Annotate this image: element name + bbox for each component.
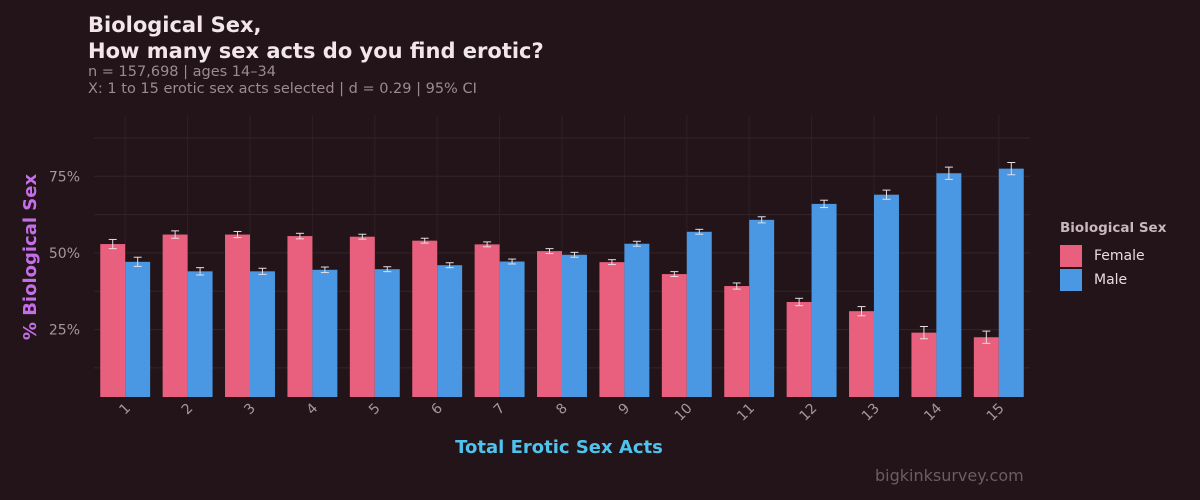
- x-tick-label: 13: [859, 401, 883, 425]
- bar-female-8: [537, 251, 562, 397]
- x-tick-label: 14: [921, 400, 945, 424]
- x-tick-label: 12: [797, 401, 821, 425]
- legend-swatch-female: [1060, 245, 1082, 267]
- error-bar-male-10: [695, 228, 704, 235]
- legend-label-female: Female: [1094, 248, 1145, 264]
- legend-swatch-male: [1060, 269, 1082, 291]
- x-tick-label: 8: [553, 401, 571, 419]
- bar-male-14: [936, 173, 962, 397]
- legend-item-male: Male: [1060, 268, 1166, 292]
- bar-female-14: [911, 332, 937, 397]
- legend: Biological Sex Female Male: [1060, 220, 1166, 292]
- bar-female-3: [225, 234, 250, 397]
- bar-male-13: [874, 194, 899, 397]
- bars: [100, 168, 1024, 397]
- error-bar-male-8: [570, 251, 579, 258]
- x-tick-label: 3: [241, 401, 259, 419]
- error-bar-female-4: [295, 232, 304, 240]
- chart-title-line2: How many sex acts do you find erotic?: [88, 39, 544, 63]
- error-bar-female-5: [358, 233, 367, 240]
- error-bar-female-8: [545, 248, 554, 255]
- error-bar-male-13: [882, 189, 891, 200]
- bar-male-4: [312, 269, 338, 397]
- subtitle-line2: X: 1 to 15 erotic sex acts selected | d …: [88, 81, 477, 97]
- error-bar-female-7: [483, 241, 492, 248]
- error-bar-female-6: [420, 237, 429, 244]
- error-bar-male-6: [445, 262, 454, 269]
- bar-female-4: [287, 236, 313, 397]
- x-tick-label: 2: [179, 401, 197, 419]
- x-tick-label: 11: [734, 401, 758, 425]
- y-tick-label: 50%: [49, 246, 80, 262]
- error-bar-female-3: [233, 230, 242, 239]
- error-bars: [108, 162, 1016, 344]
- error-bar-female-14: [919, 326, 928, 340]
- bar-female-5: [349, 236, 375, 397]
- error-bar-male-15: [1007, 162, 1016, 176]
- error-bar-male-4: [320, 266, 329, 274]
- bar-female-12: [786, 301, 812, 397]
- bar-male-1: [125, 261, 151, 397]
- bar-female-7: [474, 244, 500, 397]
- error-bar-female-12: [795, 297, 804, 307]
- error-bar-male-1: [133, 256, 142, 267]
- x-tick-label: 6: [428, 400, 446, 418]
- x-tick-label: 1: [116, 401, 134, 419]
- y-tick-label: 25%: [49, 323, 80, 339]
- x-tick-label: 15: [984, 401, 1008, 425]
- error-bar-female-15: [982, 330, 991, 344]
- error-bar-female-11: [732, 282, 741, 290]
- y-tick-label: 75%: [49, 169, 80, 185]
- bar-male-7: [499, 261, 525, 397]
- bar-female-15: [973, 337, 999, 397]
- bar-female-11: [724, 286, 750, 397]
- x-tick-label: 4: [304, 400, 322, 418]
- error-bar-female-10: [670, 271, 679, 278]
- legend-label-male: Male: [1094, 272, 1128, 288]
- error-bar-male-2: [196, 267, 205, 276]
- bar-female-6: [412, 240, 438, 397]
- error-bar-male-7: [508, 258, 517, 265]
- x-tick-label: 10: [672, 401, 696, 425]
- error-bar-female-9: [607, 259, 616, 266]
- bar-male-3: [250, 271, 275, 397]
- bar-male-2: [187, 271, 213, 397]
- error-bar-male-5: [383, 266, 392, 273]
- bar-male-11: [749, 219, 775, 397]
- error-bar-male-12: [820, 199, 829, 209]
- bar-male-10: [686, 231, 712, 397]
- error-bar-female-2: [171, 230, 180, 239]
- bar-female-9: [599, 262, 625, 397]
- subtitle-line1: n = 157,698 | ages 14–34: [88, 64, 276, 80]
- error-bar-female-1: [108, 238, 117, 250]
- legend-title: Biological Sex: [1060, 220, 1167, 236]
- bar-female-2: [162, 234, 188, 397]
- bar-female-10: [661, 274, 687, 397]
- bar-female-1: [100, 244, 126, 397]
- error-bar-male-11: [757, 216, 766, 224]
- chart-title-line1: Biological Sex,: [88, 13, 262, 37]
- chart-title: Biological Sex, How many sex acts do you…: [88, 12, 544, 64]
- x-tick-label: 7: [491, 401, 509, 419]
- bar-male-6: [437, 265, 463, 397]
- watermark: bigkinksurvey.com: [875, 466, 1024, 485]
- error-bar-male-9: [632, 240, 641, 247]
- x-tick-label: 9: [616, 401, 634, 419]
- x-tick-label: 5: [366, 401, 384, 419]
- bar-female-13: [849, 311, 874, 397]
- bar-male-8: [562, 254, 587, 397]
- error-bar-male-14: [944, 166, 953, 180]
- bar-male-15: [998, 168, 1024, 397]
- x-axis-label: Total Erotic Sex Acts: [455, 437, 663, 458]
- bar-male-9: [624, 243, 650, 397]
- chart-subtitle: n = 157,698 | ages 14–34 X: 1 to 15 erot…: [88, 64, 477, 98]
- legend-item-female: Female: [1060, 244, 1166, 268]
- error-bar-male-3: [258, 267, 267, 275]
- y-axis-label: % Biological Sex: [20, 174, 41, 341]
- bar-male-5: [374, 269, 400, 397]
- bar-male-12: [811, 203, 837, 397]
- error-bar-female-13: [857, 306, 866, 317]
